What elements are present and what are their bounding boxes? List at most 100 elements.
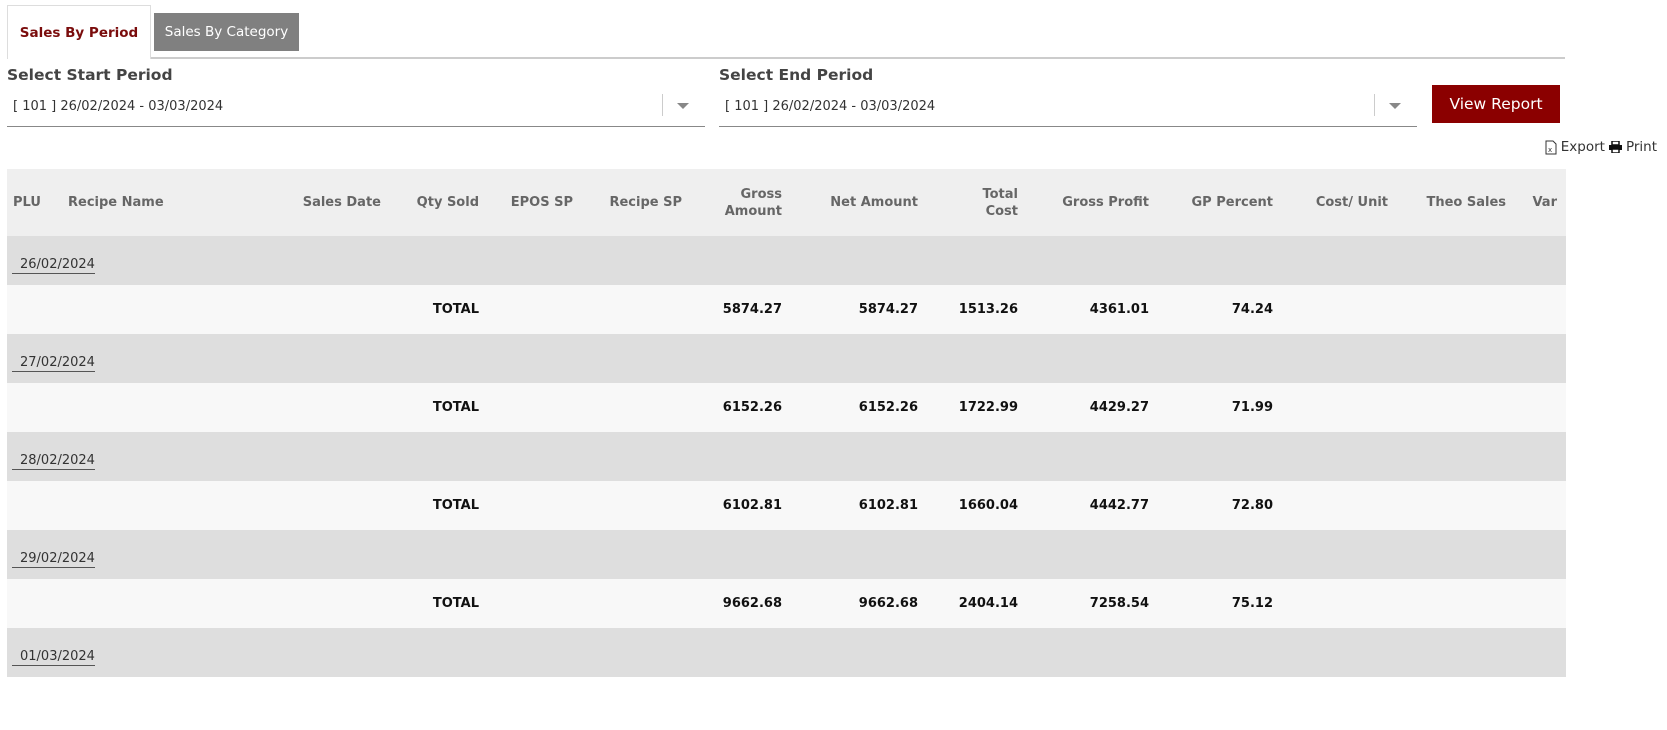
col-recipe-name[interactable]: Recipe Name bbox=[55, 169, 290, 236]
var-cell bbox=[1515, 579, 1566, 628]
gp-percent-cell: 72.80 bbox=[1158, 481, 1282, 530]
total-row: TOTAL 6102.81 6102.81 1660.04 4442.77 72.80 bbox=[7, 481, 1566, 530]
col-plu[interactable]: PLU bbox=[7, 169, 55, 236]
total-cost-cell: 1513.26 bbox=[927, 285, 1027, 334]
col-gross-amount[interactable]: Gross Amount bbox=[691, 169, 791, 236]
date-link[interactable]: 26/02/2024 bbox=[12, 257, 95, 274]
end-period-value: [ 101 ] 26/02/2024 - 03/03/2024 bbox=[725, 99, 936, 114]
col-epos-sp[interactable]: EPOS SP bbox=[488, 169, 582, 236]
epos-sp-cell bbox=[488, 383, 582, 432]
plu-cell bbox=[7, 383, 55, 432]
date-link[interactable]: 27/02/2024 bbox=[12, 355, 95, 372]
recipe-name-cell bbox=[55, 579, 290, 628]
var-cell bbox=[1515, 481, 1566, 530]
total-row: TOTAL 6152.26 6152.26 1722.99 4429.27 71.99 bbox=[7, 383, 1566, 432]
date-cell: 28/02/2024 bbox=[7, 432, 1566, 481]
col-total-cost[interactable]: Total Cost bbox=[927, 169, 1027, 236]
total-label-cell: TOTAL bbox=[390, 481, 488, 530]
view-report-button[interactable]: View Report bbox=[1432, 85, 1560, 123]
select-separator bbox=[662, 94, 663, 116]
gross-profit-cell: 4442.77 bbox=[1027, 481, 1158, 530]
excel-file-icon: x bbox=[1545, 140, 1557, 154]
print-label: Print bbox=[1625, 139, 1657, 155]
plu-cell bbox=[7, 285, 55, 334]
epos-sp-cell bbox=[488, 285, 582, 334]
cost-unit-cell bbox=[1282, 383, 1397, 432]
report-tools: x Export Print bbox=[1545, 139, 1657, 155]
date-link[interactable]: 29/02/2024 bbox=[12, 551, 95, 568]
gross-amount-cell: 5874.27 bbox=[691, 285, 791, 334]
date-group-row: 01/03/2024 bbox=[7, 628, 1566, 677]
date-cell: 26/02/2024 bbox=[7, 236, 1566, 285]
theo-sales-cell bbox=[1397, 579, 1515, 628]
total-cost-cell: 2404.14 bbox=[927, 579, 1027, 628]
end-period-label: Select End Period bbox=[719, 66, 874, 84]
date-cell: 29/02/2024 bbox=[7, 530, 1566, 579]
gross-profit-cell: 4429.27 bbox=[1027, 383, 1158, 432]
col-recipe-sp[interactable]: Recipe SP bbox=[582, 169, 691, 236]
start-period-label: Select Start Period bbox=[7, 66, 173, 84]
recipe-sp-cell bbox=[582, 383, 691, 432]
recipe-sp-cell bbox=[582, 285, 691, 334]
date-link[interactable]: 01/03/2024 bbox=[12, 649, 95, 666]
theo-sales-cell bbox=[1397, 481, 1515, 530]
total-label-cell: TOTAL bbox=[390, 579, 488, 628]
date-link[interactable]: 28/02/2024 bbox=[12, 453, 95, 470]
tab-sales-by-category[interactable]: Sales By Category bbox=[154, 13, 299, 51]
start-period-select[interactable]: [ 101 ] 26/02/2024 - 03/03/2024 bbox=[7, 88, 705, 127]
theo-sales-cell bbox=[1397, 285, 1515, 334]
net-amount-cell: 9662.68 bbox=[791, 579, 927, 628]
report-tabs: Sales By Period Sales By Category bbox=[7, 5, 1565, 59]
gross-amount-cell: 6152.26 bbox=[691, 383, 791, 432]
sales-date-cell bbox=[290, 383, 390, 432]
net-amount-cell: 5874.27 bbox=[791, 285, 927, 334]
date-group-row: 26/02/2024 bbox=[7, 236, 1566, 285]
epos-sp-cell bbox=[488, 579, 582, 628]
gross-amount-cell: 6102.81 bbox=[691, 481, 791, 530]
print-link[interactable]: Print bbox=[1608, 139, 1657, 155]
sales-date-cell bbox=[290, 285, 390, 334]
total-label-cell: TOTAL bbox=[390, 285, 488, 334]
export-label: Export bbox=[1560, 139, 1605, 155]
chevron-down-icon[interactable] bbox=[677, 103, 689, 109]
svg-text:x: x bbox=[1548, 146, 1552, 154]
cost-unit-cell bbox=[1282, 579, 1397, 628]
col-var[interactable]: Var bbox=[1515, 169, 1566, 236]
col-net-amount[interactable]: Net Amount bbox=[791, 169, 927, 236]
col-gross-profit[interactable]: Gross Profit bbox=[1027, 169, 1158, 236]
start-period-value: [ 101 ] 26/02/2024 - 03/03/2024 bbox=[13, 99, 224, 114]
table-header: PLU Recipe Name Sales Date Qty Sold EPOS… bbox=[7, 169, 1566, 236]
printer-icon bbox=[1608, 141, 1622, 153]
date-cell: 01/03/2024 bbox=[7, 628, 1566, 677]
chevron-down-icon[interactable] bbox=[1389, 103, 1401, 109]
gross-amount-cell: 9662.68 bbox=[691, 579, 791, 628]
total-label-cell: TOTAL bbox=[390, 383, 488, 432]
recipe-name-cell bbox=[55, 383, 290, 432]
var-cell bbox=[1515, 285, 1566, 334]
end-period-select[interactable]: [ 101 ] 26/02/2024 - 03/03/2024 bbox=[719, 88, 1417, 127]
net-amount-cell: 6152.26 bbox=[791, 383, 927, 432]
col-gp-percent[interactable]: GP Percent bbox=[1158, 169, 1282, 236]
export-link[interactable]: x Export bbox=[1545, 139, 1605, 155]
recipe-name-cell bbox=[55, 285, 290, 334]
col-cost-unit[interactable]: Cost/ Unit bbox=[1282, 169, 1397, 236]
recipe-sp-cell bbox=[582, 481, 691, 530]
total-cost-cell: 1722.99 bbox=[927, 383, 1027, 432]
col-sales-date[interactable]: Sales Date bbox=[290, 169, 390, 236]
date-group-row: 29/02/2024 bbox=[7, 530, 1566, 579]
plu-cell bbox=[7, 481, 55, 530]
date-group-row: 28/02/2024 bbox=[7, 432, 1566, 481]
gross-profit-cell: 4361.01 bbox=[1027, 285, 1158, 334]
sales-date-cell bbox=[290, 579, 390, 628]
col-qty-sold[interactable]: Qty Sold bbox=[390, 169, 488, 236]
col-theo-sales[interactable]: Theo Sales bbox=[1397, 169, 1515, 236]
recipe-name-cell bbox=[55, 481, 290, 530]
date-group-row: 27/02/2024 bbox=[7, 334, 1566, 383]
gp-percent-cell: 74.24 bbox=[1158, 285, 1282, 334]
theo-sales-cell bbox=[1397, 383, 1515, 432]
total-row: TOTAL 5874.27 5874.27 1513.26 4361.01 74.24 bbox=[7, 285, 1566, 334]
gp-percent-cell: 71.99 bbox=[1158, 383, 1282, 432]
cost-unit-cell bbox=[1282, 481, 1397, 530]
date-cell: 27/02/2024 bbox=[7, 334, 1566, 383]
tab-sales-by-period[interactable]: Sales By Period bbox=[7, 5, 151, 59]
